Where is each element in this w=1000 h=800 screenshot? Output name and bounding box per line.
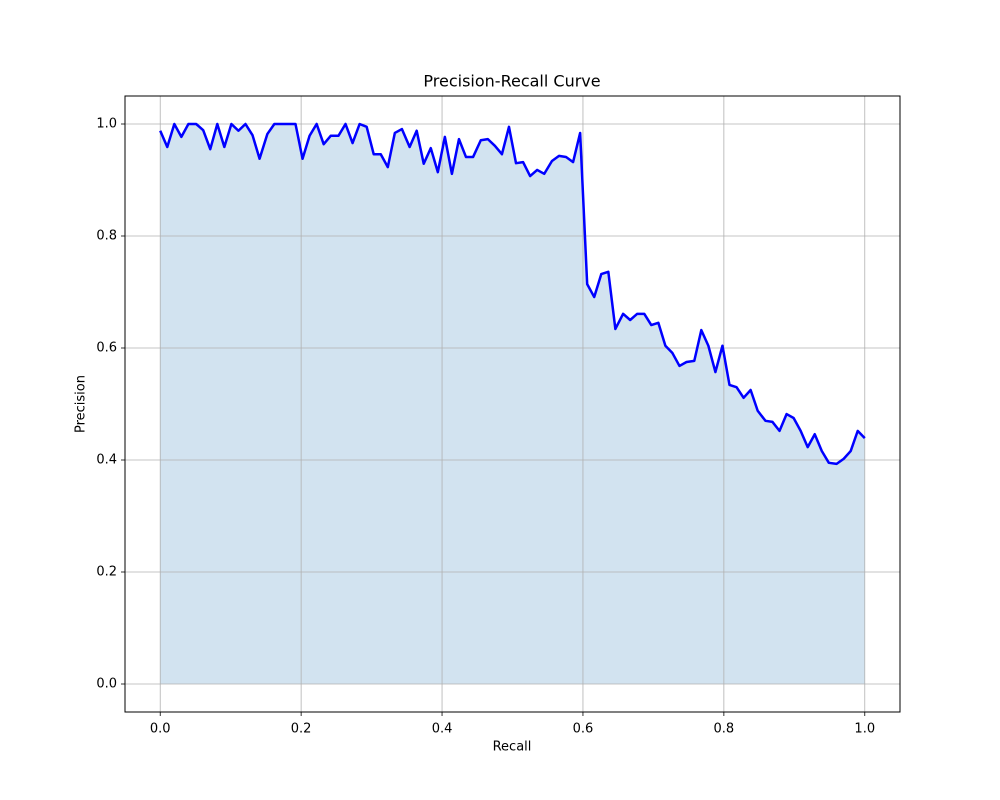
chart-title: Precision-Recall Curve xyxy=(423,72,600,91)
plot-frame xyxy=(124,95,901,713)
x-tick-label: 0.6 xyxy=(573,722,594,737)
y-tick-label: 1.0 xyxy=(96,117,117,132)
y-axis-label: Precision xyxy=(74,375,89,433)
x-tick-label: 0.8 xyxy=(714,722,735,737)
y-tick-label: 0.4 xyxy=(96,453,117,468)
x-axis-label: Recall xyxy=(493,740,532,755)
y-tick-label: 0.2 xyxy=(96,565,117,580)
line xyxy=(159,122,866,466)
y-tick-label: 0.0 xyxy=(96,677,117,692)
x-tick-label: 1.0 xyxy=(854,722,875,737)
x-tick-label: 0.4 xyxy=(432,722,453,737)
y-tick-label: 0.8 xyxy=(96,229,117,244)
x-tick-label: 0.0 xyxy=(150,722,171,737)
area xyxy=(160,124,865,684)
y-tick-label: 0.6 xyxy=(96,341,117,356)
x-tick-label: 0.2 xyxy=(291,722,312,737)
